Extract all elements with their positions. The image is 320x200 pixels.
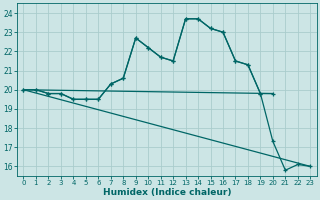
X-axis label: Humidex (Indice chaleur): Humidex (Indice chaleur) [103,188,231,197]
